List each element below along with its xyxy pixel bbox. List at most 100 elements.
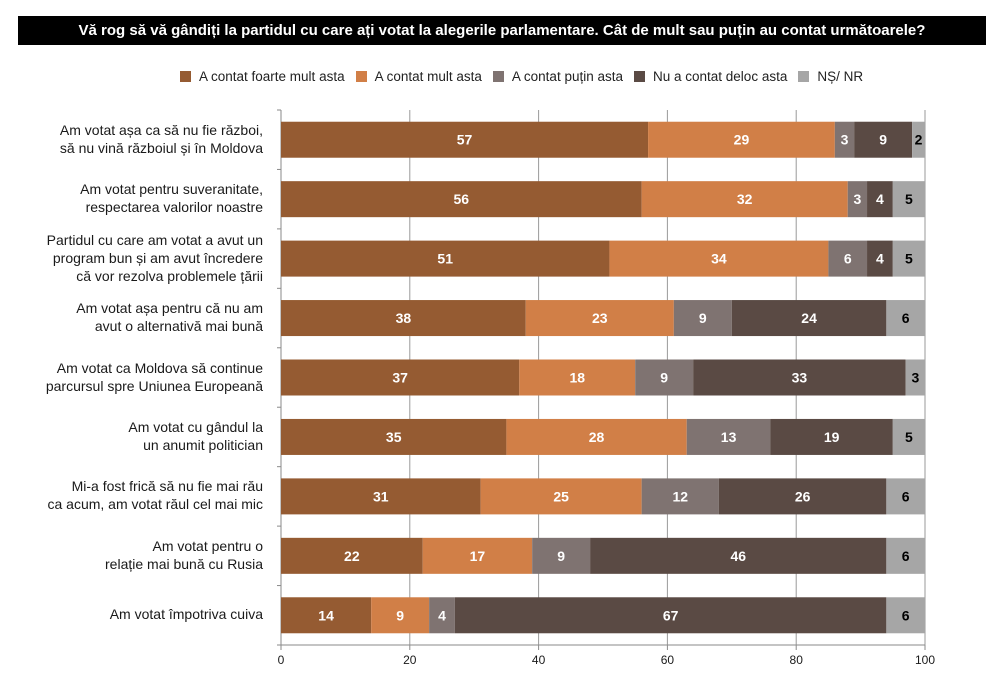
bar-segment <box>281 537 423 574</box>
x-tick-label: 0 <box>278 653 285 667</box>
bar-segment <box>519 359 636 396</box>
data-label: 4 <box>438 607 446 623</box>
category-label-line: un anumit politician <box>143 436 263 453</box>
data-label: 3 <box>853 191 861 207</box>
category-label-line: Partidul cu care am votat a avut un <box>46 231 263 248</box>
legend-label: A contat puțin asta <box>511 68 623 84</box>
bar-segment <box>281 121 649 158</box>
bar-segment <box>673 300 732 337</box>
category-label-line: parcursul spre Uniunea Europeană <box>45 377 263 394</box>
data-label: 4 <box>876 251 884 267</box>
category-label-line: relație mai bună cu Rusia <box>105 555 263 572</box>
bar-segment <box>905 359 925 396</box>
bar-segment <box>693 359 906 396</box>
bar-segment <box>422 537 533 574</box>
bar-segment <box>281 597 372 634</box>
data-label: 6 <box>902 488 910 504</box>
data-label: 9 <box>396 607 404 623</box>
category-label: Am votat așa pentru că nu am avut o alter… <box>3 299 263 335</box>
category-label-line: program bun și am avut încredere <box>52 249 263 266</box>
data-label: 56 <box>454 191 470 207</box>
data-label: 6 <box>902 607 910 623</box>
x-tick-label: 60 <box>661 653 675 667</box>
data-label: 14 <box>318 607 334 623</box>
category-label-line: Am votat așa ca să nu fie război, <box>59 121 263 138</box>
legend-swatch <box>355 70 367 82</box>
data-label: 46 <box>730 548 746 564</box>
data-label: 5 <box>905 191 913 207</box>
category-label: Am votat cu gândul la un anumit politicia… <box>3 418 263 454</box>
legend-label: A contat mult asta <box>374 68 482 84</box>
bar-segment <box>847 181 868 218</box>
bar-segment <box>886 597 925 634</box>
data-label: 9 <box>660 370 668 386</box>
bar-segment <box>609 240 829 277</box>
data-label: 17 <box>470 548 486 564</box>
data-label: 6 <box>844 251 852 267</box>
data-label: 28 <box>589 429 605 445</box>
data-label: 22 <box>344 548 360 564</box>
x-tick-label: 100 <box>915 653 935 667</box>
bar-segment <box>506 418 687 455</box>
category-label-line: să nu vină războiul și în Moldova <box>59 139 263 156</box>
bar-segment <box>886 478 925 515</box>
category-label-line: Am votat pentru o <box>152 537 263 554</box>
bar-segment <box>867 240 893 277</box>
bar-segment <box>892 418 925 455</box>
legend-swatch <box>798 70 810 82</box>
category-label-line: Am votat ca Moldova să continue <box>56 359 263 376</box>
data-label: 4 <box>876 191 884 207</box>
category-label-line: Am votat așa pentru că nu am <box>76 300 263 317</box>
data-label: 57 <box>457 132 473 148</box>
category-label-line: Am votat cu gândul la <box>128 418 263 435</box>
bar-segment <box>648 121 835 158</box>
chart-title: Vă rog să vă gândiți la partidul cu care… <box>18 16 986 45</box>
category-label: Am votat împotriva cuiva <box>3 605 263 623</box>
data-label: 67 <box>663 607 679 623</box>
category-label-line: că vor rezolva problemele țării <box>76 267 263 284</box>
data-label: 51 <box>437 251 453 267</box>
legend: A contat foarte mult asta A contat mult … <box>180 66 874 86</box>
category-label-line: respectarea valorilor noastre <box>85 199 263 216</box>
data-label: 29 <box>734 132 750 148</box>
bar-segment <box>886 537 925 574</box>
bar-segment <box>828 240 868 277</box>
data-label: 9 <box>557 548 565 564</box>
bar-segment <box>635 359 694 396</box>
category-label: Am votat așa ca să nu fie război, să nu v… <box>3 121 263 157</box>
bar-segment <box>641 478 719 515</box>
bar-segment <box>770 418 893 455</box>
bar-segment <box>281 300 526 337</box>
bar-segment <box>480 478 642 515</box>
category-label-line: Am votat pentru suveranitate, <box>80 181 263 198</box>
bar-segment <box>892 240 925 277</box>
data-label: 2 <box>915 132 923 148</box>
bar-segment <box>454 597 887 634</box>
bar-segment <box>281 478 481 515</box>
category-label-line: Mi-a fost frică să nu fie mai rău <box>71 478 263 495</box>
data-label: 25 <box>553 488 569 504</box>
bar-segment <box>834 121 855 158</box>
data-label: 32 <box>737 191 753 207</box>
bar-segment <box>867 181 893 218</box>
category-label: Am votat pentru o relație mai bună cu Rus… <box>3 537 263 573</box>
data-label: 3 <box>841 132 849 148</box>
data-label: 3 <box>911 370 919 386</box>
legend-item-foarte-mult: A contat foarte mult asta <box>180 69 345 84</box>
data-label: 6 <box>902 548 910 564</box>
data-label: 31 <box>373 488 389 504</box>
bar-segment <box>281 359 520 396</box>
legend-swatch <box>492 70 504 82</box>
data-label: 9 <box>699 310 707 326</box>
bar-segment <box>641 181 848 218</box>
bar-segment <box>281 240 610 277</box>
legend-item-deloc: Nu a contat deloc asta <box>634 69 787 84</box>
legend-item-mult: A contat mult asta <box>355 68 482 84</box>
data-label: 23 <box>592 310 608 326</box>
data-label: 34 <box>711 251 727 267</box>
data-label: 12 <box>672 488 688 504</box>
data-label: 5 <box>905 251 913 267</box>
data-label: 6 <box>902 310 910 326</box>
data-label: 18 <box>569 370 585 386</box>
